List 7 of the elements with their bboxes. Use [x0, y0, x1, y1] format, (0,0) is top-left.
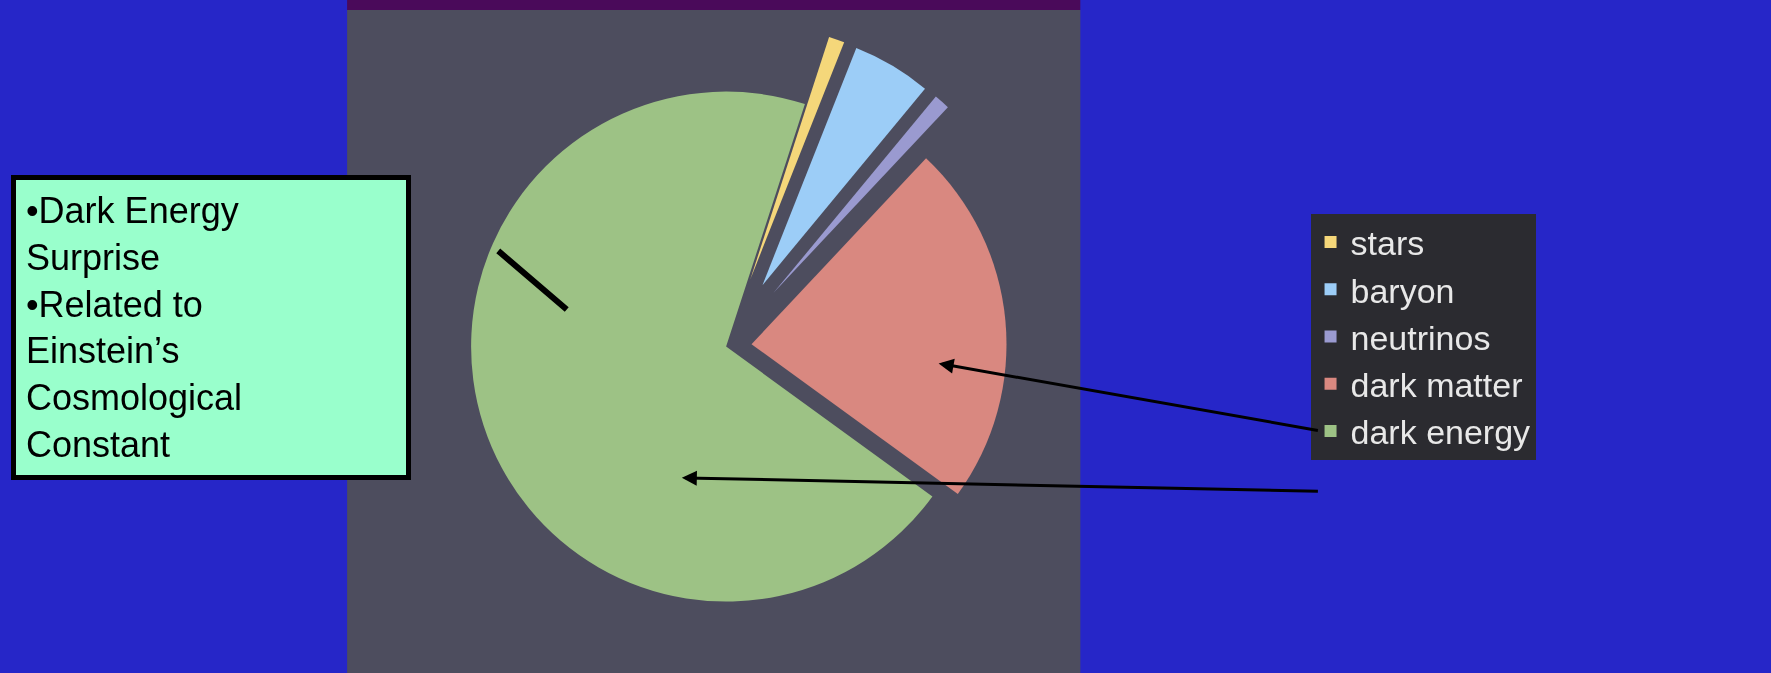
- text: •Dark Energy Surprise: [26, 190, 239, 278]
- legend-label: baryon: [1350, 271, 1455, 310]
- legend-label: dark matter: [1350, 365, 1523, 404]
- legend-label: stars: [1350, 224, 1425, 263]
- legend-label: neutrinos: [1350, 318, 1491, 357]
- legend-label: dark energy: [1350, 413, 1531, 452]
- text: •Related to Einstein’s Cosmological Constant: [26, 283, 243, 465]
